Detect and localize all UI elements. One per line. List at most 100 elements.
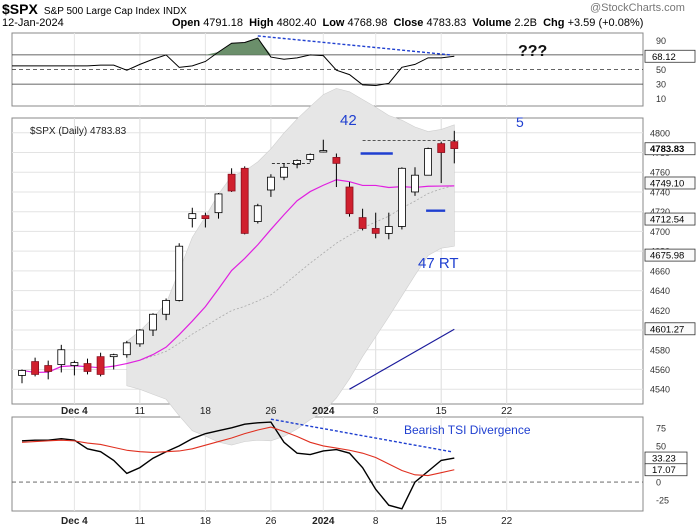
price-value-label: 4749.10 (650, 178, 684, 189)
candle-body (397, 167, 406, 227)
top-value-box (644, 49, 696, 63)
candle-body (384, 226, 393, 234)
candle-body (280, 166, 288, 178)
price-ytick-label: 4560 (650, 365, 670, 375)
candle-body (31, 361, 40, 375)
price-ytick-label: 4800 (650, 128, 670, 138)
price-ytick-label: 4620 (650, 306, 670, 316)
watermark: @StockCharts.com (590, 2, 685, 14)
candle-body (44, 365, 53, 372)
indicator-line (87, 37, 455, 87)
candle-body (424, 148, 433, 176)
price-xtick-label: 11 (135, 406, 146, 417)
price-ytick-label: 4640 (650, 286, 670, 296)
bottom-xtick-label: 2024 (312, 516, 335, 527)
symbol: $SPX (2, 1, 38, 17)
top-ytick-label: 10 (656, 94, 666, 104)
price-label-box (644, 176, 696, 190)
candle-body (266, 176, 275, 191)
candle-body (437, 143, 446, 153)
price-label-box (644, 322, 696, 336)
exchange: INDX (162, 6, 187, 17)
candle-body (306, 154, 315, 160)
tsi-divergence-dashed-line (270, 418, 452, 453)
candle-body (319, 150, 328, 153)
chg-value: +3.59 (+0.08%) (567, 17, 644, 29)
price-legend: $SPX (Daily) 4783.83 (30, 126, 127, 137)
price-xtick-label: 15 (436, 406, 448, 417)
price-ytick-label: 4660 (650, 266, 670, 276)
price-ytick-label: 4760 (650, 168, 670, 178)
annotation-question: ??? (518, 43, 547, 60)
bottom-ytick-label: -25 (656, 496, 669, 506)
price-ytick-label: 4720 (650, 207, 670, 217)
top-ytick-label: 90 (656, 36, 666, 46)
bottom-xtick-label: 11 (135, 516, 146, 527)
bottom-xtick-label: 8 (373, 516, 379, 527)
tsi-value-label: 33.23 (652, 454, 676, 465)
tsi-value-box (644, 463, 688, 477)
candle-body (83, 363, 92, 372)
candle-body (227, 173, 236, 192)
close-value: 4783.83 (426, 17, 467, 29)
bottom-panel-frame (11, 416, 644, 512)
tsi-value-label: 17.07 (652, 465, 676, 476)
candle-body (358, 217, 367, 229)
candle-body (96, 356, 105, 375)
chart-header-line1: $SPX S&P 500 Large Cap Index INDX (2, 1, 187, 17)
ohlc-summary: Open 4791.18 High 4802.40 Low 4768.98 Cl… (172, 17, 643, 29)
candle-body (240, 167, 249, 234)
open-label: Open (172, 17, 201, 29)
price-xtick-label: 2024 (312, 406, 335, 417)
price-value-label: 4783.83 (650, 144, 684, 155)
bottom-ytick-label: 75 (656, 423, 666, 433)
chg-label: Chg (543, 17, 565, 29)
candle-body (109, 354, 118, 358)
candle-body (332, 157, 341, 164)
tsi-signal-line (21, 426, 455, 477)
candle-body (135, 329, 144, 345)
candle-body (57, 349, 66, 365)
price-ytick-label: 4540 (650, 385, 670, 395)
bottom-xtick-label: 15 (436, 516, 448, 527)
long-moving-average (349, 328, 455, 390)
annotation-5: 5 (516, 114, 524, 130)
price-xtick-label: 22 (501, 406, 513, 417)
price-xtick-label: 8 (373, 406, 379, 417)
price-label-box (644, 142, 696, 156)
bottom-ytick-label: 50 (656, 441, 666, 451)
bottom-ytick-label: 0 (656, 478, 661, 488)
candle-body (188, 213, 197, 219)
chart-date: 12-Jan-2024 (2, 17, 64, 29)
low-value: 4768.98 (347, 17, 388, 29)
tsi-line (21, 421, 455, 510)
price-ytick-label: 4700 (650, 227, 670, 237)
open-value: 4791.18 (203, 17, 243, 29)
candle-body (411, 174, 419, 193)
candle-body (122, 342, 131, 356)
low-label: Low (322, 17, 345, 29)
tsi-divergence-label: Bearish TSI Divergence (404, 423, 531, 437)
price-xtick-label: 18 (200, 406, 212, 417)
bottom-xtick-label: 18 (200, 516, 212, 527)
bottom-xtick-label: 22 (501, 516, 513, 527)
candle-body (70, 362, 79, 366)
volume-label: Volume (472, 17, 512, 29)
price-ytick-label: 4580 (650, 345, 670, 355)
top-last-value: 68.12 (652, 52, 676, 63)
candle-body (162, 300, 171, 315)
bollinger-band (126, 88, 455, 446)
short-moving-average (21, 179, 455, 374)
candle-body (201, 215, 210, 219)
price-label-box (644, 212, 696, 226)
annotation-47rt: 47 RT (418, 255, 459, 272)
candle-body (293, 160, 302, 165)
price-ytick-label: 4740 (650, 187, 670, 197)
price-value-label: 4712.54 (650, 215, 684, 226)
candle-body (214, 193, 223, 214)
high-value: 4802.40 (276, 17, 317, 29)
candle-body (450, 141, 459, 149)
price-value-label: 4675.98 (650, 251, 684, 262)
candle-body (149, 313, 157, 331)
